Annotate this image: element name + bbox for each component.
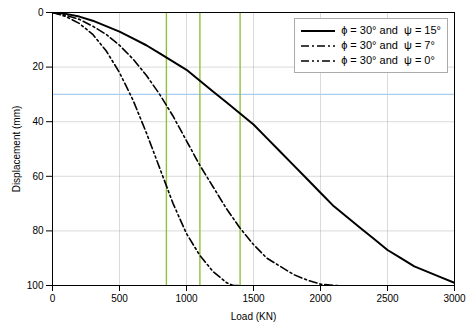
svg-text:100: 100: [27, 280, 44, 291]
svg-text:2500: 2500: [376, 293, 399, 304]
svg-text:80: 80: [32, 225, 44, 236]
svg-text:3000: 3000: [443, 293, 466, 304]
svg-text:0: 0: [50, 293, 56, 304]
html-text:ϕ = 30° and ψ = 15°: ϕ = 30° and ψ = 15°: [341, 24, 441, 36]
svg-text:20: 20: [32, 61, 44, 72]
svg-text:1000: 1000: [175, 293, 198, 304]
svg-text:0: 0: [38, 7, 44, 18]
svg-text:60: 60: [32, 171, 44, 182]
svg-text:Load (KN): Load (KN): [231, 311, 277, 322]
html-text:ϕ = 30° and ψ = 7°: ϕ = 30° and ψ = 7°: [341, 39, 435, 51]
svg-text:1500: 1500: [242, 293, 265, 304]
html-text:ϕ = 30° and ψ = 0°: ϕ = 30° and ψ = 0°: [341, 54, 435, 66]
svg-text:40: 40: [32, 116, 44, 127]
svg-text:2000: 2000: [309, 293, 332, 304]
svg-text:Displacement (mm): Displacement (mm): [11, 106, 22, 193]
svg-text:500: 500: [111, 293, 128, 304]
